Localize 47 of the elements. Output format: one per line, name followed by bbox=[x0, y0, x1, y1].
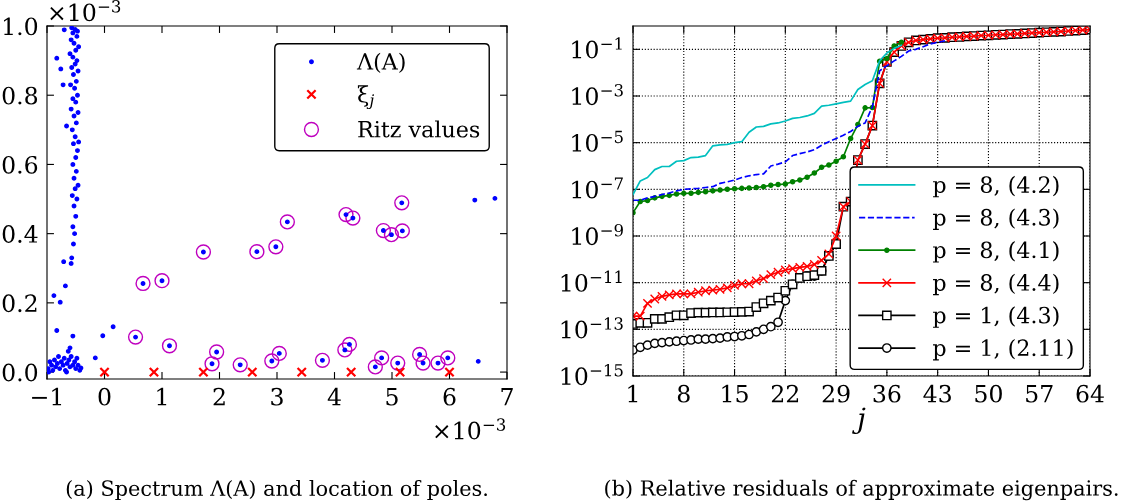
legend-label: p = 8, (4.4) bbox=[933, 273, 1059, 296]
x-tick-label: 15 bbox=[722, 384, 748, 403]
x-tick-label: 0 bbox=[98, 387, 111, 406]
y-tick-label: 10$^{−3}$ bbox=[572, 83, 623, 106]
y-tick-label: 10$^{−5}$ bbox=[572, 130, 623, 152]
y-tick-label: 0.6 bbox=[2, 155, 38, 174]
x-tick-label: 7 bbox=[501, 388, 513, 406]
x-tick-label: 57 bbox=[1026, 385, 1053, 403]
text: ×10$^{−3}$ bbox=[435, 418, 506, 440]
x-tick-label: 5 bbox=[386, 388, 398, 406]
x-tick-label: 3 bbox=[271, 387, 283, 406]
x-tick-label: 6 bbox=[443, 387, 456, 406]
x-tick-label: 1 bbox=[157, 387, 167, 406]
x-tick-label: 4 bbox=[327, 387, 341, 406]
x-tick-label: 8 bbox=[677, 384, 690, 403]
y-tick-label: 0.2 bbox=[2, 294, 37, 313]
x-tick-label: 64 bbox=[1076, 384, 1104, 403]
x-tick-label: 1 bbox=[628, 384, 638, 403]
legend-label: p = 1, (4.3) bbox=[933, 306, 1059, 328]
y-tick-label: 10$^{−15}$ bbox=[561, 363, 623, 386]
x-tick-label: 29 bbox=[822, 384, 850, 403]
y-tick-label: 10$^{−9}$ bbox=[572, 223, 623, 246]
legend-label: p = 8, (4.2) bbox=[933, 175, 1059, 198]
text: (a) Spectrum Λ(A) and location of poles. bbox=[66, 479, 487, 501]
text: ×10$^{−3}$ bbox=[50, 0, 121, 22]
x-tick-label: 2 bbox=[213, 387, 225, 406]
legend-label: ξ$_{j}$ bbox=[357, 85, 375, 110]
x-axis-title: j bbox=[852, 407, 866, 435]
x-tick-label: 43 bbox=[923, 384, 951, 403]
x-tick-label: −1 bbox=[32, 387, 62, 406]
text: (b) Relative residuals of approximate eigenpairs. bbox=[605, 479, 1118, 501]
y-tick-label: 1.0 bbox=[4, 17, 38, 36]
legend-label: p = 8, (4.1) bbox=[933, 241, 1059, 263]
legend-label: Λ(A) bbox=[356, 52, 405, 74]
y-tick-label: 0.4 bbox=[2, 225, 38, 243]
y-tick-label: 0.0 bbox=[2, 363, 38, 382]
legend-label: Ritz values bbox=[358, 120, 480, 138]
y-tick-label: 0.8 bbox=[2, 86, 38, 105]
legend-label: p = 1, (2.11) bbox=[933, 338, 1073, 361]
y-tick-label: 10$^{−7}$ bbox=[572, 177, 623, 199]
y-tick-label: 10$^{−11}$ bbox=[561, 270, 622, 292]
x-tick-label: 36 bbox=[873, 384, 901, 403]
y-tick-label: 10$^{−1}$ bbox=[572, 37, 622, 59]
legend-label: p = 8, (4.3) bbox=[933, 208, 1059, 230]
y-tick-label: 10$^{−13}$ bbox=[561, 317, 623, 339]
x-tick-label: 50 bbox=[975, 384, 1002, 403]
x-tick-label: 22 bbox=[771, 384, 799, 403]
